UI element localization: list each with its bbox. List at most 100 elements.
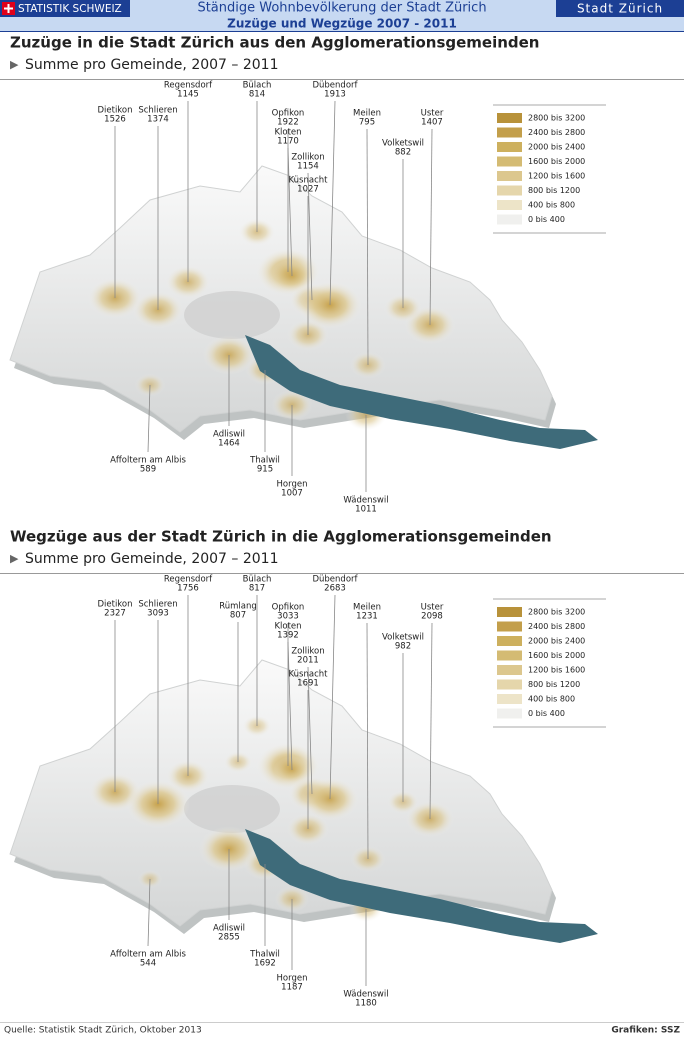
legend-swatch — [497, 708, 522, 719]
place-value: 2327 — [104, 609, 126, 619]
place-name: Uster — [421, 603, 444, 613]
logo-text: STATISTIK SCHWEIZ — [18, 3, 122, 15]
lake — [245, 829, 598, 943]
legend-label: 2400 bis 2800 — [528, 128, 585, 137]
place-value: 1145 — [177, 90, 199, 100]
place-name: Wädenswil — [343, 990, 388, 1000]
place-value: 2098 — [421, 612, 443, 622]
source: Quelle: Statistik Stadt Zürich, Oktober … — [4, 1026, 202, 1036]
place-value: 2011 — [297, 656, 319, 666]
triangle: ▶ — [10, 552, 19, 565]
place-value: 795 — [359, 118, 375, 128]
place-name: Volketswil — [382, 633, 424, 643]
place-value: 807 — [230, 611, 246, 621]
legend-swatch — [497, 156, 522, 167]
place-name: Küsnacht — [289, 670, 329, 680]
place-value: 1011 — [355, 505, 377, 515]
place-name: Schlieren — [138, 106, 177, 116]
legend-swatch — [497, 650, 522, 661]
place-value: 1392 — [277, 631, 299, 641]
place-value: 915 — [257, 465, 273, 475]
triangle: ▶ — [10, 58, 19, 71]
place-value: 1922 — [277, 118, 299, 128]
brand: Stadt Zürich — [577, 2, 663, 16]
peak — [301, 777, 359, 821]
header-bg — [0, 0, 684, 17]
legend-label: 1600 bis 2000 — [528, 651, 585, 660]
place-value: 1007 — [281, 489, 303, 499]
place-value: 1154 — [297, 162, 319, 172]
place-name: Meilen — [353, 603, 381, 613]
leader — [429, 622, 433, 820]
legend-swatch — [497, 665, 522, 675]
legend-label: 1600 bis 2000 — [528, 157, 585, 166]
leader — [429, 128, 433, 326]
place-name: Dietikon — [97, 600, 132, 610]
place-name: Adliswil — [213, 924, 245, 934]
map-subtitle: Summe pro Gemeinde, 2007 – 2011 — [25, 551, 278, 567]
logo-bg — [0, 0, 130, 17]
place-name: Regensdorf — [164, 81, 213, 91]
place-name: Meilen — [353, 109, 381, 119]
leader — [287, 641, 293, 771]
place-name: Affoltern am Albis — [110, 456, 186, 466]
place-name: Volketswil — [382, 139, 424, 149]
place-value: 1027 — [297, 185, 319, 195]
place-value: 3093 — [147, 609, 169, 619]
brand-bg — [556, 0, 684, 17]
subheader-bg — [0, 17, 684, 31]
place-name: Rümlang — [219, 602, 257, 612]
legend-swatch — [497, 607, 522, 617]
place-name: Uster — [421, 109, 444, 119]
header-title: Ständige Wohnbevölkerung der Stadt Züric… — [197, 1, 486, 16]
legend-label: 0 bis 400 — [528, 215, 565, 224]
place-value: 1407 — [421, 118, 443, 128]
lake — [245, 335, 598, 449]
legend-label: 1200 bis 1600 — [528, 172, 585, 181]
place-value: 1187 — [281, 983, 303, 993]
place-name: Thalwil — [249, 456, 280, 466]
place-value: 3033 — [277, 612, 299, 622]
legend-swatch — [497, 171, 522, 181]
place-name: Thalwil — [249, 950, 280, 960]
legend-label: 400 bis 800 — [528, 695, 575, 704]
leader — [366, 128, 369, 366]
place-name: Opfikon — [272, 603, 305, 613]
cross — [4, 4, 13, 13]
peak — [273, 755, 311, 785]
leader — [366, 622, 369, 860]
place-value: 589 — [140, 465, 156, 475]
place-name: Opfikon — [272, 109, 305, 119]
place-value: 1526 — [104, 115, 126, 125]
legend-label: 800 bis 1200 — [528, 186, 580, 195]
place-name: Zollikon — [291, 647, 324, 657]
place-value: 817 — [249, 584, 265, 594]
place-name: Bülach — [243, 81, 272, 91]
legend-swatch — [497, 636, 522, 646]
city — [184, 291, 280, 339]
place-value: 1692 — [254, 959, 276, 969]
land — [9, 165, 553, 433]
place-name: Küsnacht — [289, 176, 329, 186]
place-value: 2683 — [324, 584, 346, 594]
leader — [287, 147, 293, 277]
place-value: 814 — [249, 90, 265, 100]
place-value: 2855 — [218, 933, 240, 943]
place-name: Kloten — [274, 128, 301, 138]
legend-swatch — [497, 127, 522, 138]
place-name: Horgen — [277, 974, 308, 984]
legend-label: 400 bis 800 — [528, 201, 575, 210]
place-value: 1913 — [324, 90, 346, 100]
place-value: 982 — [395, 642, 411, 652]
header-subtitle: Zuzüge und Wegzüge 2007 - 2011 — [227, 17, 457, 31]
leader — [329, 594, 336, 800]
city — [184, 785, 280, 833]
leader — [147, 384, 151, 453]
credit: Grafiken: SSZ — [611, 1026, 680, 1036]
leader — [329, 100, 336, 306]
map-title: Zuzüge in die Stadt Zürich aus den Agglo… — [10, 34, 540, 52]
map-title: Wegzüge aus der Stadt Zürich in die Aggl… — [10, 528, 552, 546]
